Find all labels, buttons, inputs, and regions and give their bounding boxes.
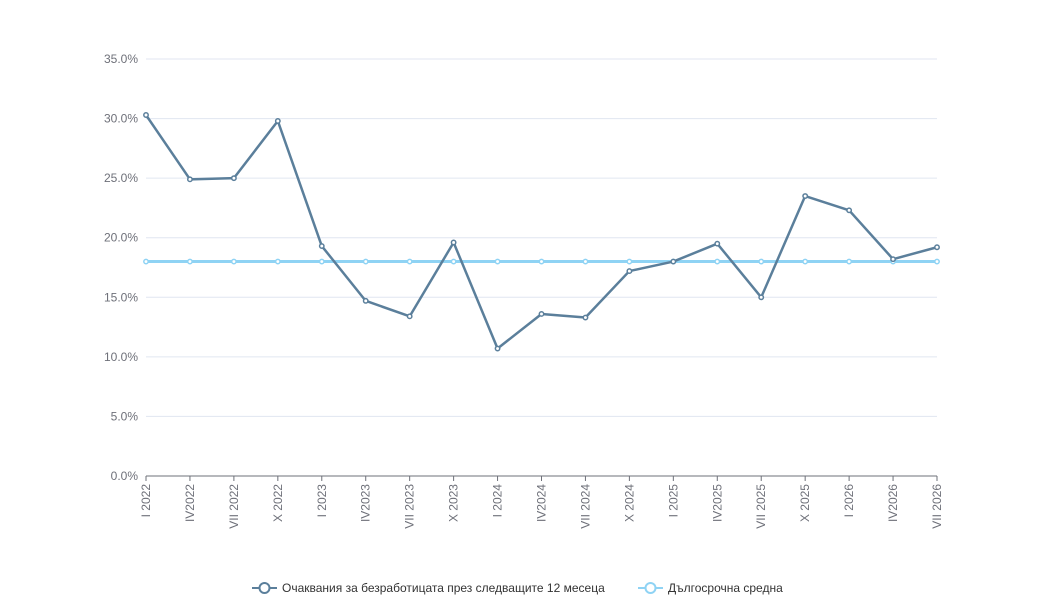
data-point-1[interactable] — [406, 258, 413, 265]
x-tick-label: VII 2022 — [227, 484, 241, 529]
legend-swatch-marker — [258, 582, 271, 594]
data-point-1[interactable] — [318, 258, 325, 265]
data-point-1[interactable] — [846, 258, 853, 265]
data-point-0[interactable] — [450, 239, 457, 246]
y-tick-label: 35.0% — [104, 52, 138, 66]
data-point-0[interactable] — [714, 240, 721, 247]
data-point-0[interactable] — [362, 297, 369, 304]
data-point-0[interactable] — [230, 175, 237, 182]
data-point-1[interactable] — [494, 258, 501, 265]
x-tick-label: IV2024 — [535, 484, 549, 522]
y-tick-label: 15.0% — [104, 290, 138, 304]
x-tick-label: I 2023 — [315, 484, 329, 518]
y-tick-label: 25.0% — [104, 171, 138, 185]
legend-label: Очаквания за безработицата през следващи… — [282, 581, 605, 595]
data-point-0[interactable] — [494, 345, 501, 352]
x-tick-label: X 2022 — [271, 484, 285, 522]
x-tick-label: I 2026 — [842, 484, 856, 518]
legend-label: Дългосрочна средна — [668, 581, 783, 595]
data-point-0[interactable] — [274, 118, 281, 124]
x-tick-label: I 2025 — [666, 484, 680, 518]
data-point-1[interactable] — [758, 258, 765, 265]
x-tick-label: I 2024 — [491, 484, 505, 518]
y-tick-label: 10.0% — [104, 350, 138, 364]
data-point-1[interactable] — [538, 258, 545, 265]
data-point-1[interactable] — [450, 258, 457, 265]
legend-item-1[interactable]: Дългосрочна средна — [638, 581, 783, 595]
data-point-0[interactable] — [890, 256, 897, 263]
data-point-1[interactable] — [582, 258, 589, 265]
x-tick-label: IV2026 — [886, 484, 900, 522]
data-point-0[interactable] — [626, 268, 633, 275]
series-lines — [143, 112, 940, 352]
legend-item-0[interactable]: Очаквания за безработицата през следващи… — [252, 581, 605, 595]
data-point-0[interactable] — [406, 313, 413, 320]
data-point-1[interactable] — [626, 258, 633, 265]
grid-lines — [146, 58, 937, 417]
y-axis: 0.0% 5.0% 10.0% 15.0% 20.0% 25.0% 30.0% 35.0% — [104, 52, 138, 483]
y-tick-label: 30.0% — [104, 112, 138, 126]
x-tick-label: VII 2023 — [403, 484, 417, 529]
data-point-1[interactable] — [714, 258, 721, 265]
data-point-0[interactable] — [802, 193, 809, 199]
data-point-1[interactable] — [802, 258, 809, 265]
y-tick-label: 5.0% — [111, 409, 139, 423]
x-tick-label: VII 2025 — [754, 484, 768, 529]
x-tick-label: I 2022 — [139, 484, 153, 518]
data-point-0[interactable] — [758, 294, 765, 301]
data-point-0[interactable] — [670, 258, 677, 265]
data-point-1[interactable] — [362, 258, 369, 265]
x-tick-label: VII 2024 — [578, 484, 592, 529]
data-point-0[interactable] — [582, 314, 589, 321]
x-tick-label: X 2023 — [447, 484, 461, 522]
data-point-1[interactable] — [186, 258, 193, 265]
x-tick-label: X 2024 — [622, 484, 636, 522]
data-point-0[interactable] — [186, 176, 193, 183]
x-tick-label: IV2025 — [710, 484, 724, 522]
data-point-0[interactable] — [846, 207, 853, 214]
x-axis-labels: I 2022 IV2022 VII 2022 X 2022 I 2023 IV2023 VI… — [139, 484, 944, 529]
data-point-0[interactable] — [143, 112, 149, 118]
x-tick-label: VII 2026 — [930, 484, 944, 529]
legend[interactable]: Очаквания за безработицата през следващи… — [252, 581, 783, 595]
x-tick-label: IV2023 — [359, 484, 373, 522]
y-tick-label: 0.0% — [111, 469, 139, 483]
x-tick-label: X 2025 — [798, 484, 812, 522]
data-point-0[interactable] — [934, 244, 940, 251]
data-point-1[interactable] — [230, 258, 237, 265]
x-tick-label: IV2022 — [183, 484, 197, 522]
y-tick-label: 20.0% — [104, 231, 138, 245]
data-point-1[interactable] — [934, 258, 940, 265]
data-point-1[interactable] — [143, 258, 149, 265]
data-point-1[interactable] — [274, 258, 281, 265]
data-point-0[interactable] — [538, 311, 545, 317]
data-point-0[interactable] — [318, 243, 325, 250]
x-axis — [145, 475, 938, 481]
legend-swatch-marker — [644, 582, 657, 594]
